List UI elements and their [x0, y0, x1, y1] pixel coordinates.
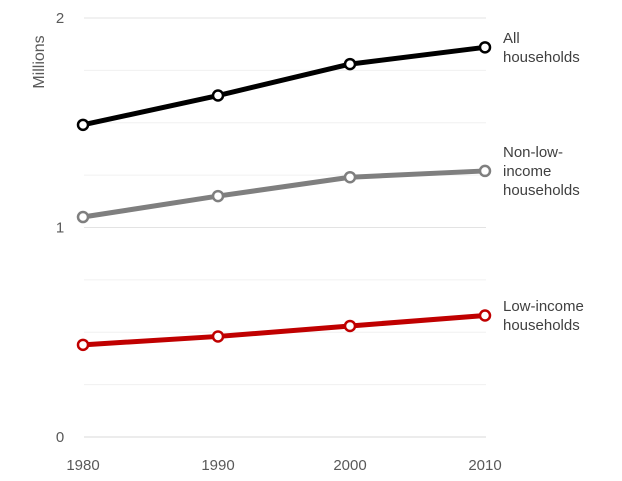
data-point [478, 41, 492, 54]
series-label: All households [503, 30, 580, 66]
axis-layer: Millions 0 1 2 1980 1990 2000 2010 [31, 10, 502, 474]
series-label-line: households [503, 182, 580, 199]
data-point [478, 309, 492, 322]
series-label-line: households [503, 49, 580, 66]
series-label-line: households [503, 317, 580, 334]
y-tick-label: 0 [56, 429, 64, 446]
data-point [76, 118, 90, 132]
series-layer [76, 41, 492, 352]
data-point [211, 330, 225, 343]
series-label-line: Low-income [503, 298, 584, 315]
series-label: Low-income households [503, 298, 584, 334]
x-tick-label: 1990 [201, 457, 234, 474]
y-tick-label: 2 [56, 10, 64, 27]
series-line [80, 168, 488, 220]
data-point [76, 338, 90, 352]
series-label-line: Non-low- [503, 144, 563, 161]
y-tick-label: 1 [56, 220, 64, 237]
data-point [211, 89, 225, 102]
data-point [343, 57, 357, 71]
series-label: Non-low-income households [503, 144, 580, 199]
y-axis-label: Millions [31, 35, 48, 88]
series-line [80, 44, 488, 128]
x-tick-label: 2000 [333, 457, 366, 474]
grid-layer [84, 17, 486, 438]
x-tick-label: 2010 [468, 457, 501, 474]
x-tick-label: 1980 [66, 457, 99, 474]
series-label-line: income [503, 163, 551, 180]
data-point [76, 210, 90, 224]
series-label-line: All [503, 30, 520, 47]
data-point [211, 189, 225, 203]
data-point [343, 319, 357, 333]
series-line [80, 312, 488, 348]
data-point [343, 170, 357, 184]
data-point [478, 164, 492, 178]
